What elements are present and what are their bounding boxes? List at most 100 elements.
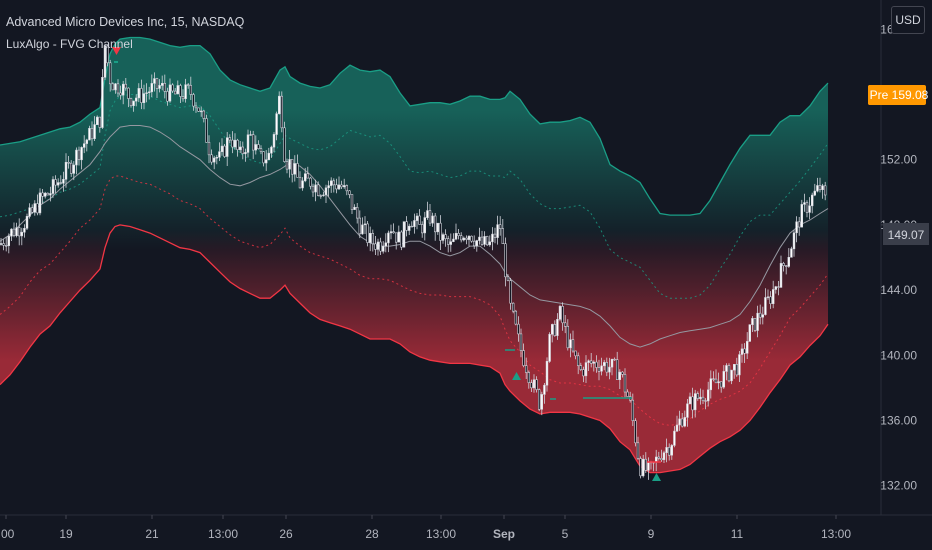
candle	[615, 351, 619, 381]
candle	[49, 186, 52, 202]
candle-body	[810, 194, 814, 207]
candle	[761, 306, 765, 325]
candle-body	[673, 430, 676, 446]
candle	[41, 189, 44, 204]
candle	[514, 309, 518, 326]
candle	[704, 398, 707, 410]
candle-body	[459, 235, 463, 241]
candle-body	[524, 365, 528, 373]
price-scale-panel[interactable]	[881, 0, 932, 550]
candle-body	[699, 396, 702, 400]
candle	[784, 265, 788, 275]
candle-body	[262, 151, 265, 164]
candle	[51, 176, 55, 198]
candle	[673, 426, 676, 448]
candle-body	[368, 233, 372, 243]
candle	[324, 184, 328, 203]
candle	[194, 102, 198, 113]
candle	[67, 156, 70, 169]
candle-body	[493, 233, 497, 238]
candle	[470, 235, 473, 243]
candle-body	[2, 243, 5, 246]
candle-body	[488, 241, 491, 246]
candle-body	[75, 149, 78, 166]
candle	[821, 183, 824, 199]
candle-body	[670, 445, 674, 456]
candle-body	[436, 222, 439, 233]
price-tick-label: 144.00	[880, 283, 917, 297]
candle-body	[678, 418, 681, 426]
candle	[77, 146, 81, 166]
candle	[75, 147, 78, 175]
candle-body	[537, 389, 541, 410]
candle	[769, 291, 772, 309]
candle-body	[389, 231, 393, 234]
candle-body	[550, 324, 554, 335]
candle	[316, 181, 320, 197]
candle	[290, 159, 294, 183]
indicator-label[interactable]: LuxAlgo - FVG Channel	[6, 37, 133, 51]
candle	[176, 80, 179, 95]
candle	[524, 357, 528, 379]
candle	[618, 369, 622, 389]
candle-body	[23, 228, 26, 233]
candle-body	[719, 381, 723, 388]
candle-body	[823, 185, 827, 196]
candle-body	[239, 146, 242, 151]
candle-body	[712, 378, 715, 380]
candle-body	[244, 152, 247, 155]
candle	[140, 79, 143, 110]
candle	[428, 204, 432, 226]
candle	[725, 363, 728, 381]
price-tick-label: 136.00	[880, 414, 917, 428]
candle	[431, 212, 434, 227]
candle	[670, 444, 674, 460]
candle-body	[462, 237, 465, 241]
candle	[634, 418, 637, 447]
candle-body	[137, 88, 140, 99]
candle-body	[316, 184, 320, 196]
time-tick-label: 5	[562, 527, 569, 541]
candle-body	[407, 225, 411, 231]
candle-body	[787, 256, 791, 267]
candle-body	[387, 232, 390, 244]
candle-body	[413, 220, 416, 227]
candle-body	[777, 286, 780, 288]
candle-body	[176, 85, 179, 95]
candle	[189, 76, 192, 100]
candle-body	[480, 236, 484, 245]
currency-button[interactable]: USD	[891, 6, 925, 34]
candle-body	[725, 365, 728, 372]
candle	[272, 132, 276, 153]
candle-body	[693, 393, 697, 411]
candle	[405, 216, 408, 237]
candle-body	[132, 100, 135, 106]
candle-body	[569, 339, 572, 349]
candle	[371, 229, 374, 252]
candle	[491, 227, 494, 251]
candle	[64, 153, 68, 188]
time-tick-label: 13:00	[821, 527, 851, 541]
candle-body	[249, 134, 252, 136]
candle	[135, 94, 138, 107]
candle	[311, 183, 315, 197]
candle	[415, 213, 419, 230]
candle	[639, 456, 642, 479]
candle-body	[608, 366, 611, 373]
candle	[439, 215, 442, 250]
time-tick-label: 13:00	[208, 527, 238, 541]
candle	[361, 217, 364, 235]
candle	[509, 277, 512, 310]
candle-body	[439, 222, 442, 241]
candle	[623, 368, 627, 398]
candle	[816, 177, 819, 193]
candle	[693, 389, 697, 418]
candle	[10, 228, 13, 241]
candle	[137, 83, 140, 103]
bullish-signal-triangle	[652, 473, 661, 481]
candle	[332, 178, 335, 193]
candle-body	[319, 195, 322, 197]
candle-body	[748, 324, 752, 342]
candle	[519, 328, 523, 358]
